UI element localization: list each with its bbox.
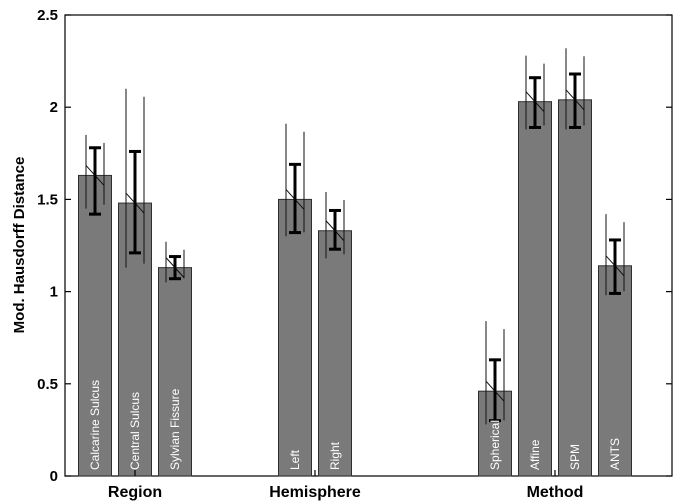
- bar-label: Left: [288, 449, 302, 470]
- group-label: Hemisphere: [269, 484, 361, 501]
- bar-label: Calcarine Sulcus: [88, 380, 102, 470]
- x-axis-group-labels: Region Hemisphere Method: [108, 470, 584, 501]
- y-tick-label: 0: [50, 468, 58, 485]
- y-axis-title: Mod. Hausdorff Distance: [11, 157, 28, 334]
- bar-label: Spherical: [488, 420, 502, 470]
- y-tick-label: 1: [50, 284, 58, 301]
- bar: [278, 198, 312, 477]
- bar: [318, 230, 352, 477]
- bar-label: SPM: [568, 444, 582, 470]
- group-label: Method: [527, 484, 584, 501]
- bar-labels-layer: Calcarine Sulcus Central Sulcus Sylvian Fi…: [88, 380, 622, 470]
- y-axis: 0 0.5 1 1.5 2 2.5: [37, 7, 672, 485]
- y-tick-label: 1.5: [37, 191, 58, 208]
- error-bars-layer: [85, 48, 625, 425]
- group-label: Region: [108, 484, 162, 501]
- bar-label: Affine: [528, 439, 542, 470]
- bar: [518, 101, 552, 477]
- plot-area: [64, 14, 673, 477]
- bar-label: ANTS: [608, 438, 622, 470]
- bar: [598, 265, 632, 477]
- plot-frame: [64, 14, 673, 477]
- bar: [558, 99, 592, 477]
- y-tick-label: 2.5: [37, 7, 58, 24]
- bar-label: Central Sulcus: [128, 392, 142, 470]
- bar-label: Sylvian Fissure: [168, 388, 182, 470]
- y-tick-label: 0.5: [37, 376, 58, 393]
- y-tick-label: 2: [50, 99, 58, 116]
- bars-layer: [78, 99, 632, 477]
- bar-label: Right: [328, 441, 342, 470]
